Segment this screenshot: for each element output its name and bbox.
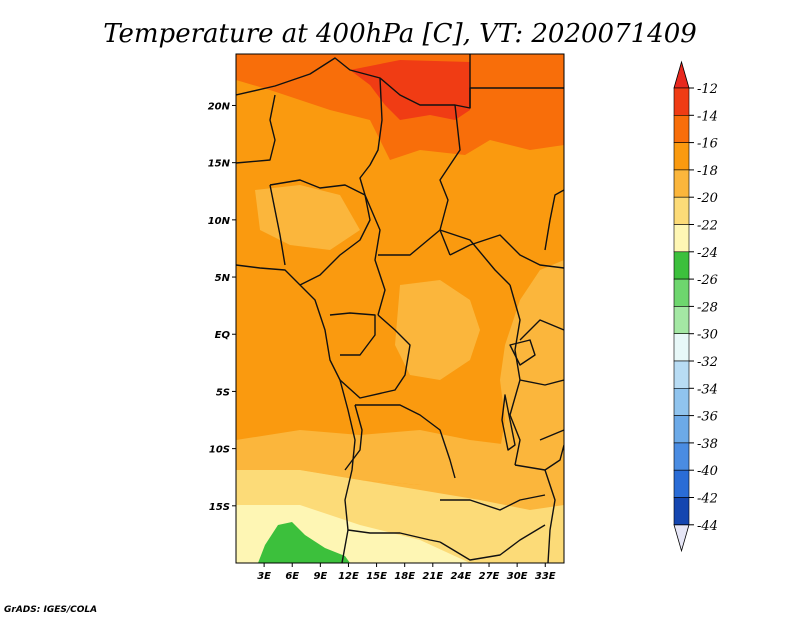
y-tick-label: 15S <box>209 502 230 513</box>
border-zambia <box>440 494 546 511</box>
colorbar-swatch <box>673 87 690 116</box>
border-angola-namibia <box>347 529 441 543</box>
colorbar-label: -14 <box>697 109 718 124</box>
colorbar-label: -16 <box>697 137 718 152</box>
x-tick-label: 3E <box>257 571 271 582</box>
border-mali-niger <box>236 94 276 164</box>
region-level-16-14 <box>236 54 564 485</box>
x-tick-label: 18E <box>394 571 415 582</box>
colorbar-label: -28 <box>697 300 718 315</box>
y-tick-label: 5N <box>215 273 231 284</box>
colorbar-swatch <box>673 442 690 471</box>
border-cameroon-car <box>364 194 386 316</box>
x-axis: 3E 6E 9E 12E 15E 18E 21E 24E 27E 30E 33E <box>257 563 556 582</box>
colorbar-swatch <box>673 251 690 280</box>
border-zimbabwe <box>439 524 546 561</box>
colorbar-swatch <box>673 278 690 307</box>
border-congo <box>339 314 411 399</box>
x-tick-label: 30E <box>507 571 528 582</box>
x-tick-label: 21E <box>422 571 443 582</box>
colorbar-lower-extend <box>673 524 690 553</box>
colorbar-swatch <box>673 142 690 171</box>
country-borders <box>236 54 564 563</box>
region-level-18-16-inner <box>395 280 480 380</box>
colorbar-swatch <box>673 415 690 444</box>
colorbar-swatch <box>673 169 690 198</box>
border-gabon <box>329 312 376 356</box>
x-tick-label: 12E <box>338 571 359 582</box>
region-level-22-24 <box>258 522 350 563</box>
colorbar-label: -44 <box>697 519 718 534</box>
colorbar-label: -36 <box>697 410 718 425</box>
colorbar-label: -26 <box>697 273 718 288</box>
border-niger-chad <box>359 77 383 196</box>
colorbar-label: -32 <box>697 355 718 370</box>
chart-title: Temperature at 400hPa [C], VT: 202007140… <box>103 19 697 49</box>
border-east-africa <box>519 319 564 441</box>
border-car-south <box>378 229 511 286</box>
colorbar-swatch <box>673 224 690 253</box>
colorbar-swatch <box>673 333 690 362</box>
border-drc-angola <box>355 404 456 479</box>
colorbar-label: -22 <box>697 219 718 234</box>
colorbar-upper-extend <box>673 60 690 89</box>
colorbar: -12 -14 -16 -18 -20 -22 -24 -26 -28 -30 -32 -34 -36 -… <box>673 60 718 553</box>
x-tick-label: 15E <box>366 571 387 582</box>
colorbar-label: -18 <box>697 164 718 179</box>
region-level-18-16-south <box>236 430 520 485</box>
colorbar-label: -30 <box>697 328 718 343</box>
border-malawi <box>544 469 556 563</box>
y-tick-label: 20N <box>208 101 231 112</box>
credit-label: GrADS: IGES/COLA <box>4 605 97 615</box>
border-tanzania <box>514 444 564 471</box>
colorbar-label: -20 <box>697 191 718 206</box>
border-nigeria-cameroon <box>299 194 371 286</box>
border-lake-victoria <box>509 339 536 366</box>
temperature-field <box>236 54 564 563</box>
y-tick-label: 5S <box>216 387 230 398</box>
border-lake-tanganyika <box>501 394 516 451</box>
border-libya-sudan <box>469 87 564 108</box>
colorbar-swatch <box>673 387 690 416</box>
colorbar-label: -24 <box>697 246 718 261</box>
colorbar-swatch <box>673 115 690 143</box>
colorbar-swatch <box>673 196 690 225</box>
border-nigeria-north <box>269 179 366 196</box>
border-nile <box>544 189 564 251</box>
x-tick-label: 33E <box>535 571 556 582</box>
region-level-18-16-west <box>255 185 360 250</box>
x-tick-label: 27E <box>479 571 500 582</box>
y-tick-label: EQ <box>215 330 231 341</box>
colorbar-label: -40 <box>697 464 718 479</box>
border-benin <box>269 184 286 266</box>
colorbar-label: -34 <box>697 382 718 397</box>
y-axis: 20N 15N 10N 5N EQ 5S 10S 15S <box>208 101 236 513</box>
border-chad-sudan <box>439 104 461 256</box>
colorbar-swatch <box>673 306 690 334</box>
y-tick-label: 10N <box>208 216 231 227</box>
colorbar-swatch <box>673 497 690 526</box>
border-sudan-south <box>449 234 564 269</box>
border-coast-west <box>236 264 356 563</box>
colorbar-label: -38 <box>697 437 718 452</box>
colorbar-swatch <box>673 360 690 389</box>
x-tick-label: 9E <box>313 571 327 582</box>
colorbar-swatch <box>673 469 690 498</box>
x-tick-label: 6E <box>285 571 299 582</box>
colorbar-label: -12 <box>697 82 718 97</box>
y-tick-label: 15N <box>208 159 231 170</box>
map-frame <box>235 53 565 564</box>
y-tick-label: 10S <box>209 445 230 456</box>
colorbar-label: -42 <box>697 492 718 507</box>
x-tick-label: 24E <box>451 571 472 582</box>
